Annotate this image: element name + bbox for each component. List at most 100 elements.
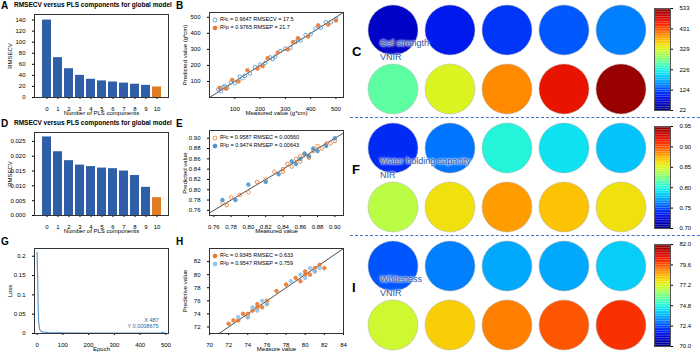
svg-text:0.000: 0.000 bbox=[10, 212, 26, 218]
svg-text:0.1: 0.1 bbox=[17, 292, 26, 298]
svg-text:74: 74 bbox=[244, 342, 251, 348]
svg-text:0: 0 bbox=[22, 330, 26, 336]
html-text:VNIR: VNIR bbox=[380, 52, 402, 62]
svg-text:329: 329 bbox=[680, 46, 691, 52]
svg-text:0: 0 bbox=[35, 342, 39, 348]
svg-text:78: 78 bbox=[194, 285, 201, 291]
svg-text:0.84: 0.84 bbox=[189, 166, 201, 172]
svg-text:70: 70 bbox=[206, 342, 213, 348]
svg-text:0: 0 bbox=[45, 106, 49, 112]
svg-text:0.78: 0.78 bbox=[189, 197, 201, 203]
svg-text:40: 40 bbox=[19, 72, 26, 78]
svg-text:74: 74 bbox=[194, 311, 201, 317]
svg-text:Number of PLS components: Number of PLS components bbox=[64, 110, 139, 116]
svg-text:0.86: 0.86 bbox=[189, 156, 201, 162]
svg-text:82: 82 bbox=[321, 342, 328, 348]
svg-text:72: 72 bbox=[225, 342, 232, 348]
svg-text:79.6: 79.6 bbox=[680, 262, 692, 268]
svg-text:0.90: 0.90 bbox=[189, 135, 201, 141]
svg-text:300: 300 bbox=[190, 46, 201, 52]
svg-text:70.0: 70.0 bbox=[680, 343, 692, 349]
svg-text:RMSECV: RMSECV bbox=[7, 43, 13, 69]
html-text:NIR: NIR bbox=[380, 170, 396, 180]
svg-text:82.0: 82.0 bbox=[680, 241, 692, 247]
svg-text:82: 82 bbox=[194, 258, 201, 264]
html-text:Gel strength: Gel strength bbox=[380, 38, 429, 48]
svg-text:72: 72 bbox=[194, 324, 201, 330]
svg-text:0: 0 bbox=[45, 224, 49, 230]
svg-text:10: 10 bbox=[154, 106, 161, 112]
svg-text:0.025: 0.025 bbox=[10, 138, 26, 144]
svg-text:100: 100 bbox=[230, 106, 241, 112]
html-text:Water holding capacity: Water holding capacity bbox=[380, 156, 471, 166]
svg-text:0.015: 0.015 bbox=[10, 168, 26, 174]
svg-text:Predicted value (g*cm): Predicted value (g*cm) bbox=[182, 25, 188, 86]
svg-text:77.2: 77.2 bbox=[680, 282, 692, 288]
svg-text:0.90: 0.90 bbox=[680, 144, 692, 150]
svg-text:Epoch: Epoch bbox=[93, 346, 110, 352]
svg-text:500: 500 bbox=[190, 14, 201, 20]
svg-text:Measured value: Measured value bbox=[255, 228, 298, 234]
svg-text:60: 60 bbox=[19, 61, 26, 67]
svg-text:Number of PLS components: Number of PLS components bbox=[64, 228, 139, 234]
svg-text:0.78: 0.78 bbox=[225, 224, 237, 230]
svg-text:1: 1 bbox=[56, 106, 60, 112]
svg-text:0.05: 0.05 bbox=[14, 311, 26, 317]
svg-text:0.88: 0.88 bbox=[312, 224, 324, 230]
svg-text:9: 9 bbox=[144, 224, 148, 230]
svg-text:Predicted value: Predicted value bbox=[182, 152, 188, 194]
svg-text:0: 0 bbox=[22, 94, 26, 100]
svg-text:0.010: 0.010 bbox=[10, 183, 26, 189]
svg-text:Measured value (g*cm): Measured value (g*cm) bbox=[245, 110, 307, 116]
svg-text:0.15: 0.15 bbox=[14, 272, 26, 278]
svg-text:72.4: 72.4 bbox=[680, 323, 692, 329]
svg-text:80: 80 bbox=[302, 342, 309, 348]
svg-text:0.80: 0.80 bbox=[680, 185, 692, 191]
svg-text:10: 10 bbox=[154, 224, 161, 230]
svg-text:400: 400 bbox=[135, 342, 146, 348]
svg-text:0.95: 0.95 bbox=[680, 123, 692, 129]
svg-text:500: 500 bbox=[161, 342, 172, 348]
svg-text:0.005: 0.005 bbox=[10, 198, 26, 204]
svg-text:74.8: 74.8 bbox=[680, 303, 692, 309]
svg-text:120: 120 bbox=[15, 28, 26, 34]
svg-text:0.2: 0.2 bbox=[17, 253, 26, 259]
svg-text:1: 1 bbox=[56, 224, 60, 230]
svg-text:0.82: 0.82 bbox=[189, 176, 201, 182]
svg-text:533: 533 bbox=[680, 5, 691, 11]
svg-text:0.75: 0.75 bbox=[680, 205, 692, 211]
svg-text:0.80: 0.80 bbox=[243, 224, 255, 230]
svg-text:Predictive value: Predictive value bbox=[182, 269, 188, 312]
html-text:C: C bbox=[352, 44, 362, 59]
svg-text:226: 226 bbox=[680, 67, 691, 73]
svg-text:0.80: 0.80 bbox=[189, 187, 201, 193]
svg-text:200: 200 bbox=[190, 62, 201, 68]
svg-text:140: 140 bbox=[15, 17, 26, 23]
svg-text:0.76: 0.76 bbox=[189, 207, 201, 213]
svg-text:124: 124 bbox=[680, 87, 691, 93]
svg-text:0.85: 0.85 bbox=[680, 164, 692, 170]
svg-text:22: 22 bbox=[680, 107, 687, 113]
svg-text:0.020: 0.020 bbox=[10, 153, 26, 159]
svg-text:Loss: Loss bbox=[7, 285, 13, 298]
svg-text:76: 76 bbox=[194, 298, 201, 304]
svg-text:9: 9 bbox=[144, 106, 148, 112]
svg-text:80: 80 bbox=[194, 272, 201, 278]
svg-text:84: 84 bbox=[340, 342, 347, 348]
svg-text:0.88: 0.88 bbox=[189, 145, 201, 151]
svg-text:500: 500 bbox=[331, 106, 342, 112]
svg-text:0.76: 0.76 bbox=[208, 224, 220, 230]
svg-text:431: 431 bbox=[680, 26, 691, 32]
svg-text:Measure value: Measure value bbox=[257, 346, 297, 352]
svg-text:300: 300 bbox=[109, 342, 120, 348]
svg-text:80: 80 bbox=[19, 50, 26, 56]
svg-text:400: 400 bbox=[190, 30, 201, 36]
svg-text:0.70: 0.70 bbox=[680, 225, 692, 231]
svg-text:100: 100 bbox=[58, 342, 69, 348]
svg-text:20: 20 bbox=[19, 83, 26, 89]
svg-text:0.90: 0.90 bbox=[329, 224, 341, 230]
svg-text:100: 100 bbox=[15, 39, 26, 45]
svg-text:RMSECV: RMSECV bbox=[7, 161, 13, 187]
svg-text:X 487Y 0.0008675: X 487Y 0.0008675 bbox=[127, 317, 158, 329]
svg-text:100: 100 bbox=[190, 78, 201, 84]
